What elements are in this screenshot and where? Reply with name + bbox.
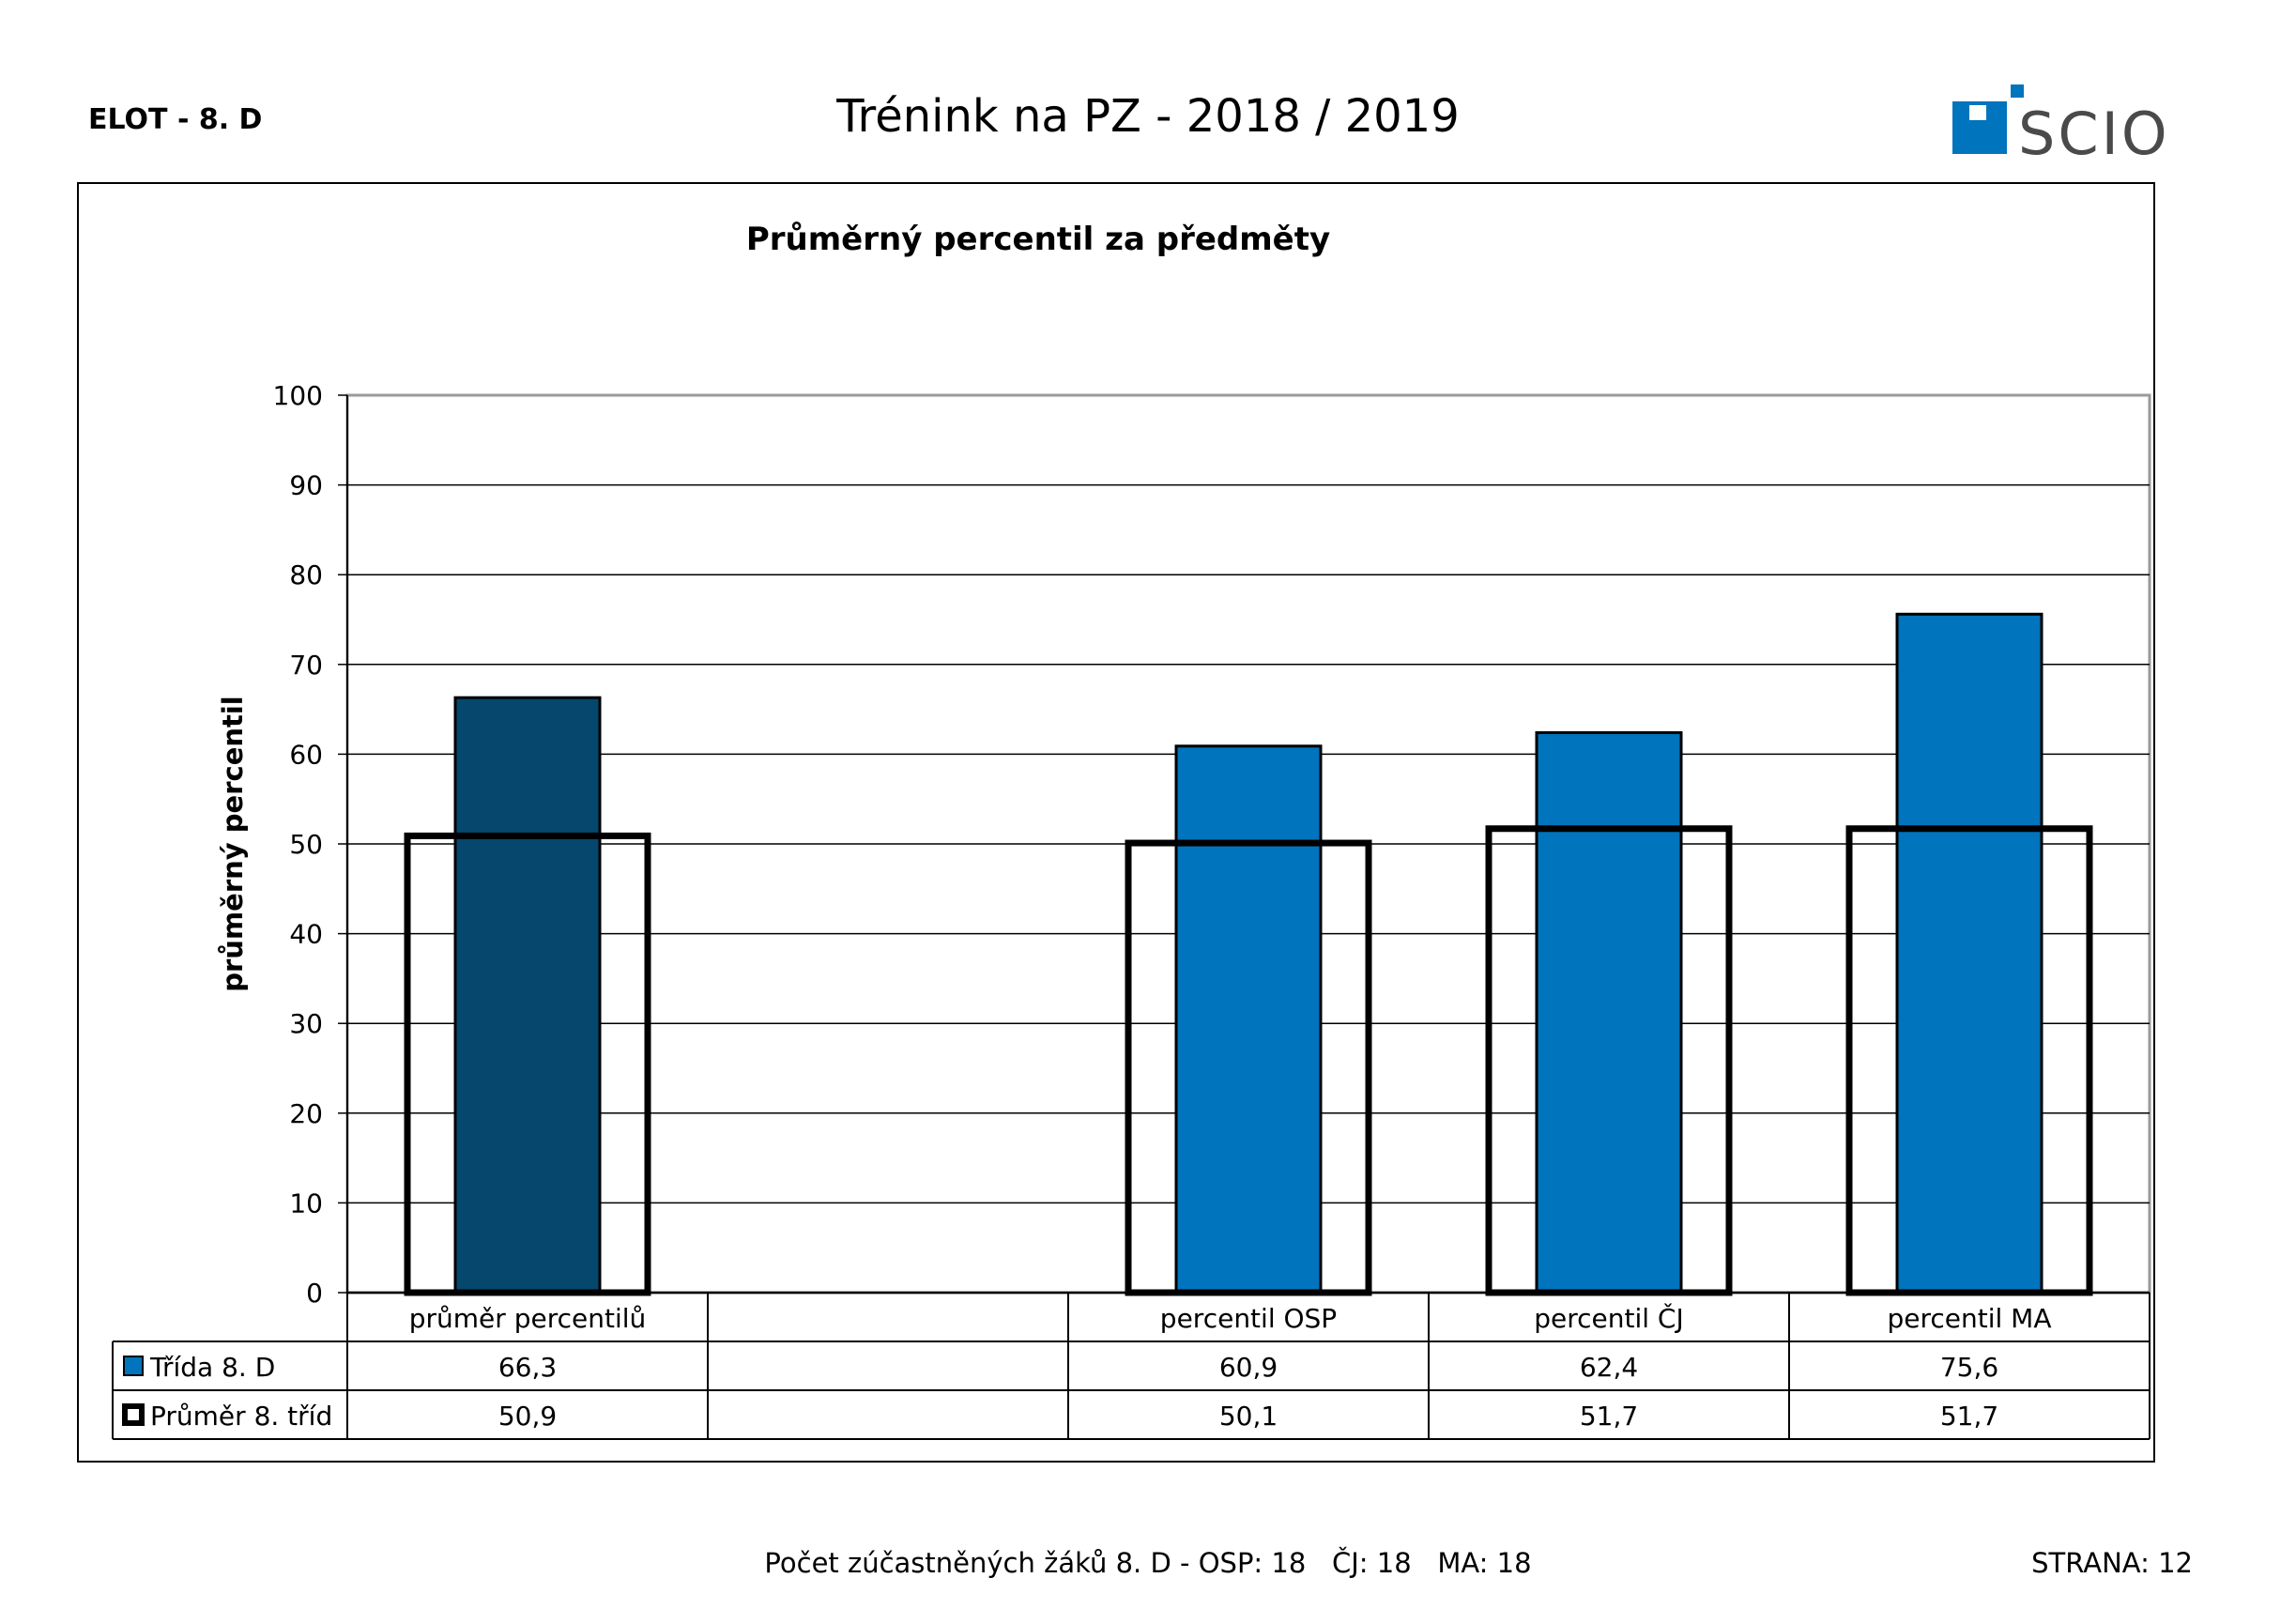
bar-trida-8d [1535,730,1683,1295]
logo-small-square [2011,84,2024,98]
scio-logo: SCIO [1952,84,2170,160]
x-category-label: percentil MA [1887,1303,2051,1334]
header-class-label: ELOT - 8. D [88,103,263,136]
y-tick-label: 10 [289,1187,323,1218]
y-tick-label: 80 [289,559,323,590]
footer-page-number: STRANA: 12 [2031,1547,2193,1579]
y-tick-label: 90 [289,470,323,501]
y-tick-label: 60 [289,739,323,770]
y-tick-label: 30 [289,1008,323,1039]
data-value-label: 51,7 [1940,1401,1998,1432]
x-category-label: percentil OSP [1160,1303,1337,1334]
y-tick-label: 70 [289,650,323,681]
data-value-label: 62,4 [1580,1352,1638,1383]
data-value-label: 75,6 [1940,1352,1998,1383]
legend-swatch-prumer [122,1403,145,1426]
y-tick-label: 0 [306,1278,323,1309]
bar-trida-8d [453,696,602,1295]
y-tick-label: 40 [289,919,323,950]
legend-label: Třída 8. D [149,1352,275,1383]
legend-label: Průměr 8. tříd [150,1401,332,1432]
y-tick-label: 50 [289,829,323,860]
page-title: Trénink na PZ - 2018 / 2019 [836,90,1460,143]
data-value-label: 50,1 [1219,1401,1278,1432]
bar-trida-8d [1895,612,2043,1295]
footer-participants: Počet zúčastněných žáků 8. D - OSP: 18 Č… [764,1547,1532,1579]
x-category-label: průměr percentilů [409,1303,647,1334]
data-value-label: 51,7 [1580,1401,1638,1432]
logo-text: SCIO [2018,100,2170,160]
y-axis-title: průměrný percentil [217,696,249,992]
data-value-label: 66,3 [498,1352,557,1383]
data-value-label: 60,9 [1219,1352,1278,1383]
legend-swatch-trida [123,1356,144,1376]
data-value-label: 50,9 [498,1401,557,1432]
chart-title: Průměrný percentil za předměty [746,221,1330,258]
bar-trida-8d [1174,744,1323,1295]
y-tick-label: 20 [289,1098,323,1129]
y-tick-label: 100 [273,380,323,411]
logo-square-cutout [1969,105,1986,120]
x-category-label: percentil ČJ [1534,1302,1684,1334]
chart-frame [77,182,2155,1463]
